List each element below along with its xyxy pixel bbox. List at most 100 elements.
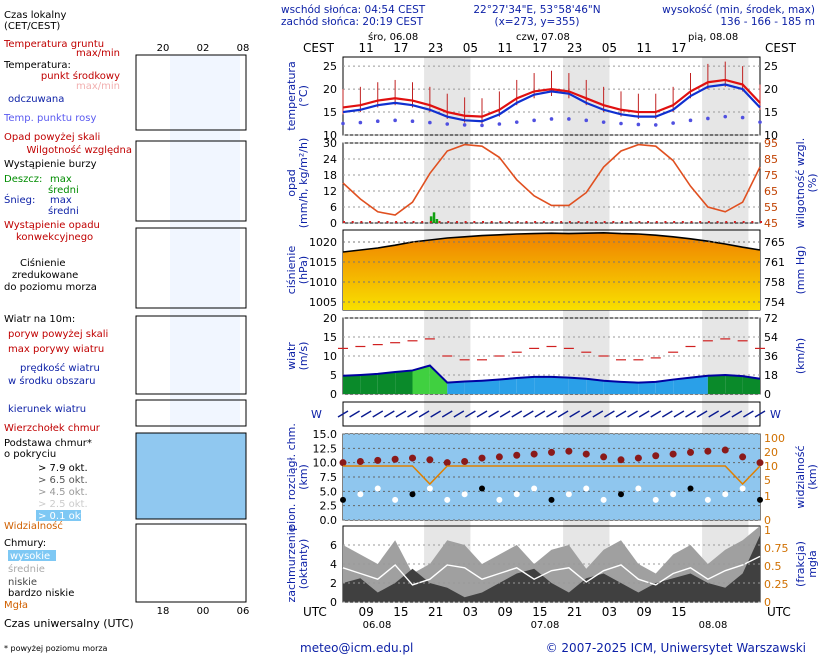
cloud-base-point	[687, 485, 694, 492]
footer-email[interactable]: meteo@icm.edu.pl	[300, 641, 413, 655]
cloud-base-point	[670, 491, 677, 498]
cloud-base-point	[461, 491, 468, 498]
panel-title-left: pion. rozciągł. chm.	[285, 423, 298, 531]
legend-precip-above: Opad powyżej skali	[4, 132, 100, 143]
y-tick: 5	[330, 369, 337, 382]
sunrise-text: wschód słońca: 04:54 CEST	[281, 4, 426, 16]
wind-arrow	[546, 410, 557, 418]
legend-snow: Śnieg:	[4, 193, 35, 206]
legend-temp-mid: punkt środkowy	[41, 70, 120, 82]
panel-title-right: (mm Hg)	[794, 246, 807, 295]
cloud-base-point	[739, 485, 746, 492]
legend-ground-maxmin: max/min	[76, 48, 120, 59]
y-tick: 24	[323, 153, 337, 166]
cloud-top-point	[548, 448, 555, 456]
cloud-base-point	[409, 491, 416, 498]
panel-unit-left: (mm/h, kg/m²/h)	[297, 138, 310, 229]
zero-precip-mark	[716, 221, 719, 223]
humidity-line	[342, 143, 761, 216]
wind-arrow	[337, 410, 349, 418]
wind-arrow	[488, 410, 499, 418]
wind-arrow	[569, 410, 581, 418]
panel-unit-left: (hPa)	[297, 256, 310, 284]
utc-hour-tick: 15	[393, 605, 408, 619]
cloud-base-point	[426, 485, 433, 492]
wind-speed-area	[586, 378, 604, 394]
zero-precip-mark	[760, 221, 762, 223]
zero-precip-mark	[351, 221, 354, 223]
panel-unit-left: (km)	[297, 464, 310, 490]
wind-speed-area	[360, 373, 378, 394]
wind-arrow	[743, 410, 754, 418]
zero-precip-mark	[369, 221, 372, 223]
zero-precip-mark	[612, 221, 615, 223]
zero-precip-mark	[508, 221, 511, 223]
y-tick: 30	[323, 137, 337, 150]
pressure-area	[343, 232, 760, 310]
panel-title-left: wiatr	[285, 342, 298, 370]
feels-like-line	[342, 83, 761, 123]
cloud-base-point	[531, 485, 538, 492]
local-hour-tick: 11	[637, 41, 652, 55]
legend-temp-maxmin: max/min	[76, 81, 120, 92]
panel-title-left: temperatura	[285, 61, 298, 130]
wind-arrow	[708, 410, 720, 418]
day-bottom-3: 08.08	[699, 620, 728, 631]
legend-bottom-tick-1: 18	[157, 606, 170, 617]
dewpoint-point	[549, 117, 554, 121]
dewpoint-point	[445, 122, 450, 126]
wind-speed-area	[377, 371, 396, 394]
y2-tick: 0.5	[764, 560, 782, 573]
legend-rain-mean: średni	[48, 184, 79, 196]
cloud-base-point	[757, 496, 763, 503]
precip-bar	[432, 212, 436, 223]
wind-arrow	[476, 410, 488, 418]
legend-convective-2: konwekcyjnego	[16, 232, 93, 243]
wind-arrow	[395, 410, 407, 418]
legend-pressure-frame	[135, 227, 247, 309]
panel-title-left: opad	[285, 169, 298, 196]
legend-gust-max: max porywy wiatru	[8, 344, 104, 355]
wind-arrow	[650, 410, 662, 418]
zero-precip-mark	[429, 221, 432, 223]
dewpoint-point	[619, 121, 623, 126]
temperature-line	[342, 78, 761, 118]
wind-arrow	[661, 410, 673, 418]
dewpoint-point	[671, 121, 675, 125]
zero-precip-mark	[707, 221, 710, 223]
panel-unit-right: mgła	[806, 550, 819, 578]
cloud-base-point	[444, 496, 451, 503]
panel-title-right: (frakcja)	[794, 541, 807, 587]
wind-arrow	[465, 410, 476, 418]
cloud-top-point	[617, 456, 625, 464]
dewpoint-point	[601, 120, 606, 124]
legend-low: niskie	[8, 577, 37, 588]
utc-left-label: UTC	[303, 605, 327, 619]
legend-okt-4: > 2.5 okt.	[38, 499, 88, 510]
y-tick: 10	[323, 350, 337, 363]
wind-arrow	[604, 410, 615, 418]
wind-speed-area	[447, 381, 465, 394]
zero-precip-mark	[534, 221, 537, 223]
dewpoint-point	[740, 115, 745, 120]
grid-text: (x=273, y=355)	[495, 16, 580, 28]
cloud-base-point	[496, 496, 503, 503]
wind-speed-area	[464, 380, 482, 394]
legend-top-tick-1: 20	[157, 43, 170, 54]
panel-title-left: ciśnienie	[285, 246, 298, 295]
wind-speed-area	[343, 375, 361, 394]
legend-wind-title: Wiatr na 10m:	[4, 314, 75, 325]
y2-tick: 65	[764, 185, 778, 198]
wind-speed-area	[621, 381, 639, 394]
cloud-top-point	[374, 456, 382, 464]
legend-cloud-top: Wierzchołek chmur	[4, 423, 101, 434]
local-hour-tick: 17	[532, 41, 547, 55]
dewpoint-point	[532, 118, 536, 123]
legend-fog: Mgła	[4, 600, 28, 611]
local-hour-tick: 11	[359, 41, 374, 55]
legend-ground-temp: Temperatura gruntu	[3, 39, 104, 50]
zero-precip-mark	[621, 221, 623, 223]
y2-tick: 36	[764, 350, 778, 363]
sunset-text: zachód słońca: 20:19 CEST	[281, 16, 424, 28]
y-tick: 10	[323, 129, 337, 142]
